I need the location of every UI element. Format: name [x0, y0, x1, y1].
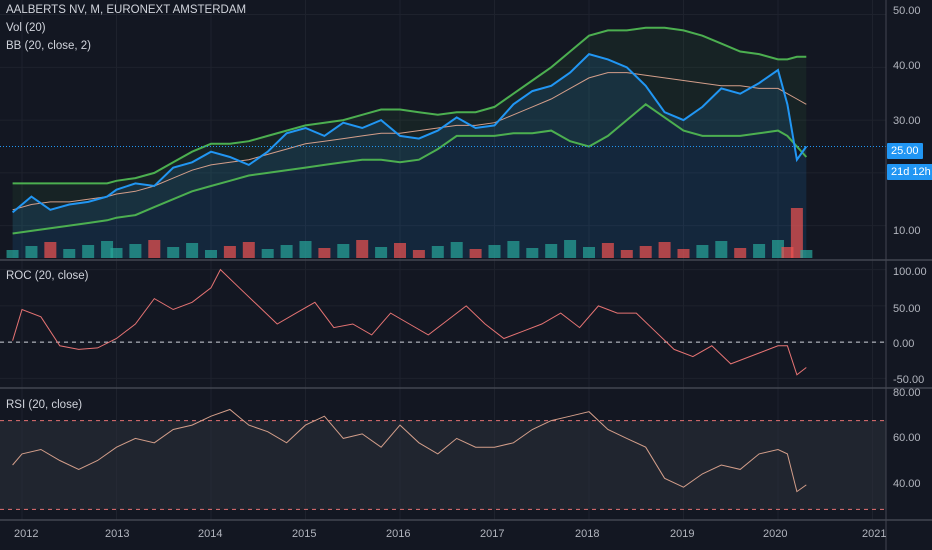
time-tick-label: 2020 [763, 528, 788, 540]
time-tick-label: 2015 [292, 528, 317, 540]
volume-bar [129, 244, 142, 258]
volume-bar [261, 249, 274, 258]
volume-bar [564, 240, 577, 258]
volume-bar [790, 208, 803, 258]
volume-bar [25, 246, 38, 258]
volume-bar [375, 247, 388, 258]
time-tick-label: 2014 [198, 528, 223, 540]
price-area-fill [12, 54, 807, 258]
volume-bar [772, 240, 784, 258]
volume-bar [101, 241, 114, 258]
price-pane[interactable] [0, 26, 886, 258]
roc-tick-label: -50.00 [893, 374, 925, 386]
volume-bar [601, 243, 614, 258]
volume-bar [394, 243, 406, 258]
volume-bar [318, 248, 331, 258]
time-tick-label: 2018 [575, 528, 600, 540]
roc-tick-label: 100.00 [893, 266, 927, 278]
bollinger-lower-line [12, 103, 808, 235]
volume-bar [450, 242, 463, 258]
roc-line [12, 268, 807, 376]
volume-bar [715, 241, 728, 258]
last-price-tag: 25.00 [887, 143, 923, 159]
volume-bar [753, 244, 766, 258]
rsi-line [12, 408, 807, 493]
volume-bar [356, 240, 369, 258]
time-tick-label: 2017 [480, 528, 505, 540]
volume-bar [242, 242, 255, 258]
price-tick-label: 50.00 [893, 5, 921, 17]
volume-bar [781, 247, 794, 258]
roc-tick-label: 50.00 [893, 303, 921, 315]
roc-pane[interactable] [0, 268, 886, 376]
volume-bar [526, 248, 539, 258]
bollinger-basis-line [12, 72, 807, 211]
rsi-tick-label: 80.00 [893, 387, 921, 399]
bollinger-upper-line [12, 26, 807, 185]
price-tick-label: 30.00 [893, 115, 921, 127]
volume-bar [800, 250, 813, 258]
volume-bar [734, 248, 747, 258]
bollinger-indicator-label[interactable]: BB (20, close, 2) [6, 40, 92, 52]
volume-bar [6, 250, 19, 258]
volume-bar [507, 241, 520, 258]
rsi-indicator-label[interactable]: RSI (20, close) [6, 399, 83, 411]
volume-bar [148, 240, 161, 258]
rsi-tick-label: 40.00 [893, 478, 921, 490]
volume-bar [469, 249, 482, 258]
volume-bar [63, 249, 76, 258]
volume-bar [545, 244, 558, 258]
rsi-band-fill [0, 420, 886, 510]
roc-tick-label: 0.00 [893, 338, 915, 350]
bar-countdown-tag: 21d 12h [887, 164, 932, 180]
volume-bar [639, 246, 652, 258]
volume-bar [223, 246, 236, 258]
price-tick-label: 10.00 [893, 225, 921, 237]
price-line [11, 52, 808, 214]
volume-bar [280, 245, 293, 258]
volume-bar [337, 244, 350, 258]
volume-bar [110, 248, 123, 258]
volume-indicator-label[interactable]: Vol (20) [6, 22, 46, 34]
rsi-pane[interactable] [0, 408, 886, 510]
volume-bar [167, 247, 180, 258]
rsi-tick-label: 60.00 [893, 432, 921, 444]
volume-bar [186, 243, 199, 258]
time-tick-label: 2021 [862, 528, 887, 540]
volume-bar [488, 245, 501, 258]
volume-bar [82, 245, 95, 258]
time-tick-label: 2019 [670, 528, 695, 540]
volume-bar [412, 250, 425, 258]
volume-bar [299, 241, 312, 258]
bollinger-band-fill [12, 27, 807, 234]
chart-title: AALBERTS NV, M, EURONEXT AMSTERDAM [6, 4, 247, 16]
time-tick-label: 2013 [105, 528, 130, 540]
volume-bar [431, 246, 444, 258]
volume-bar [620, 250, 633, 258]
volume-bar [583, 247, 595, 258]
roc-indicator-label[interactable]: ROC (20, close) [6, 270, 89, 282]
volume-bar [44, 242, 57, 258]
volume-bar [677, 249, 690, 258]
price-tick-label: 40.00 [893, 60, 921, 72]
volume-bar [205, 250, 217, 258]
time-tick-label: 2012 [14, 528, 39, 540]
volume-bar [696, 245, 709, 258]
time-tick-label: 2016 [386, 528, 411, 540]
volume-bar [658, 242, 671, 258]
